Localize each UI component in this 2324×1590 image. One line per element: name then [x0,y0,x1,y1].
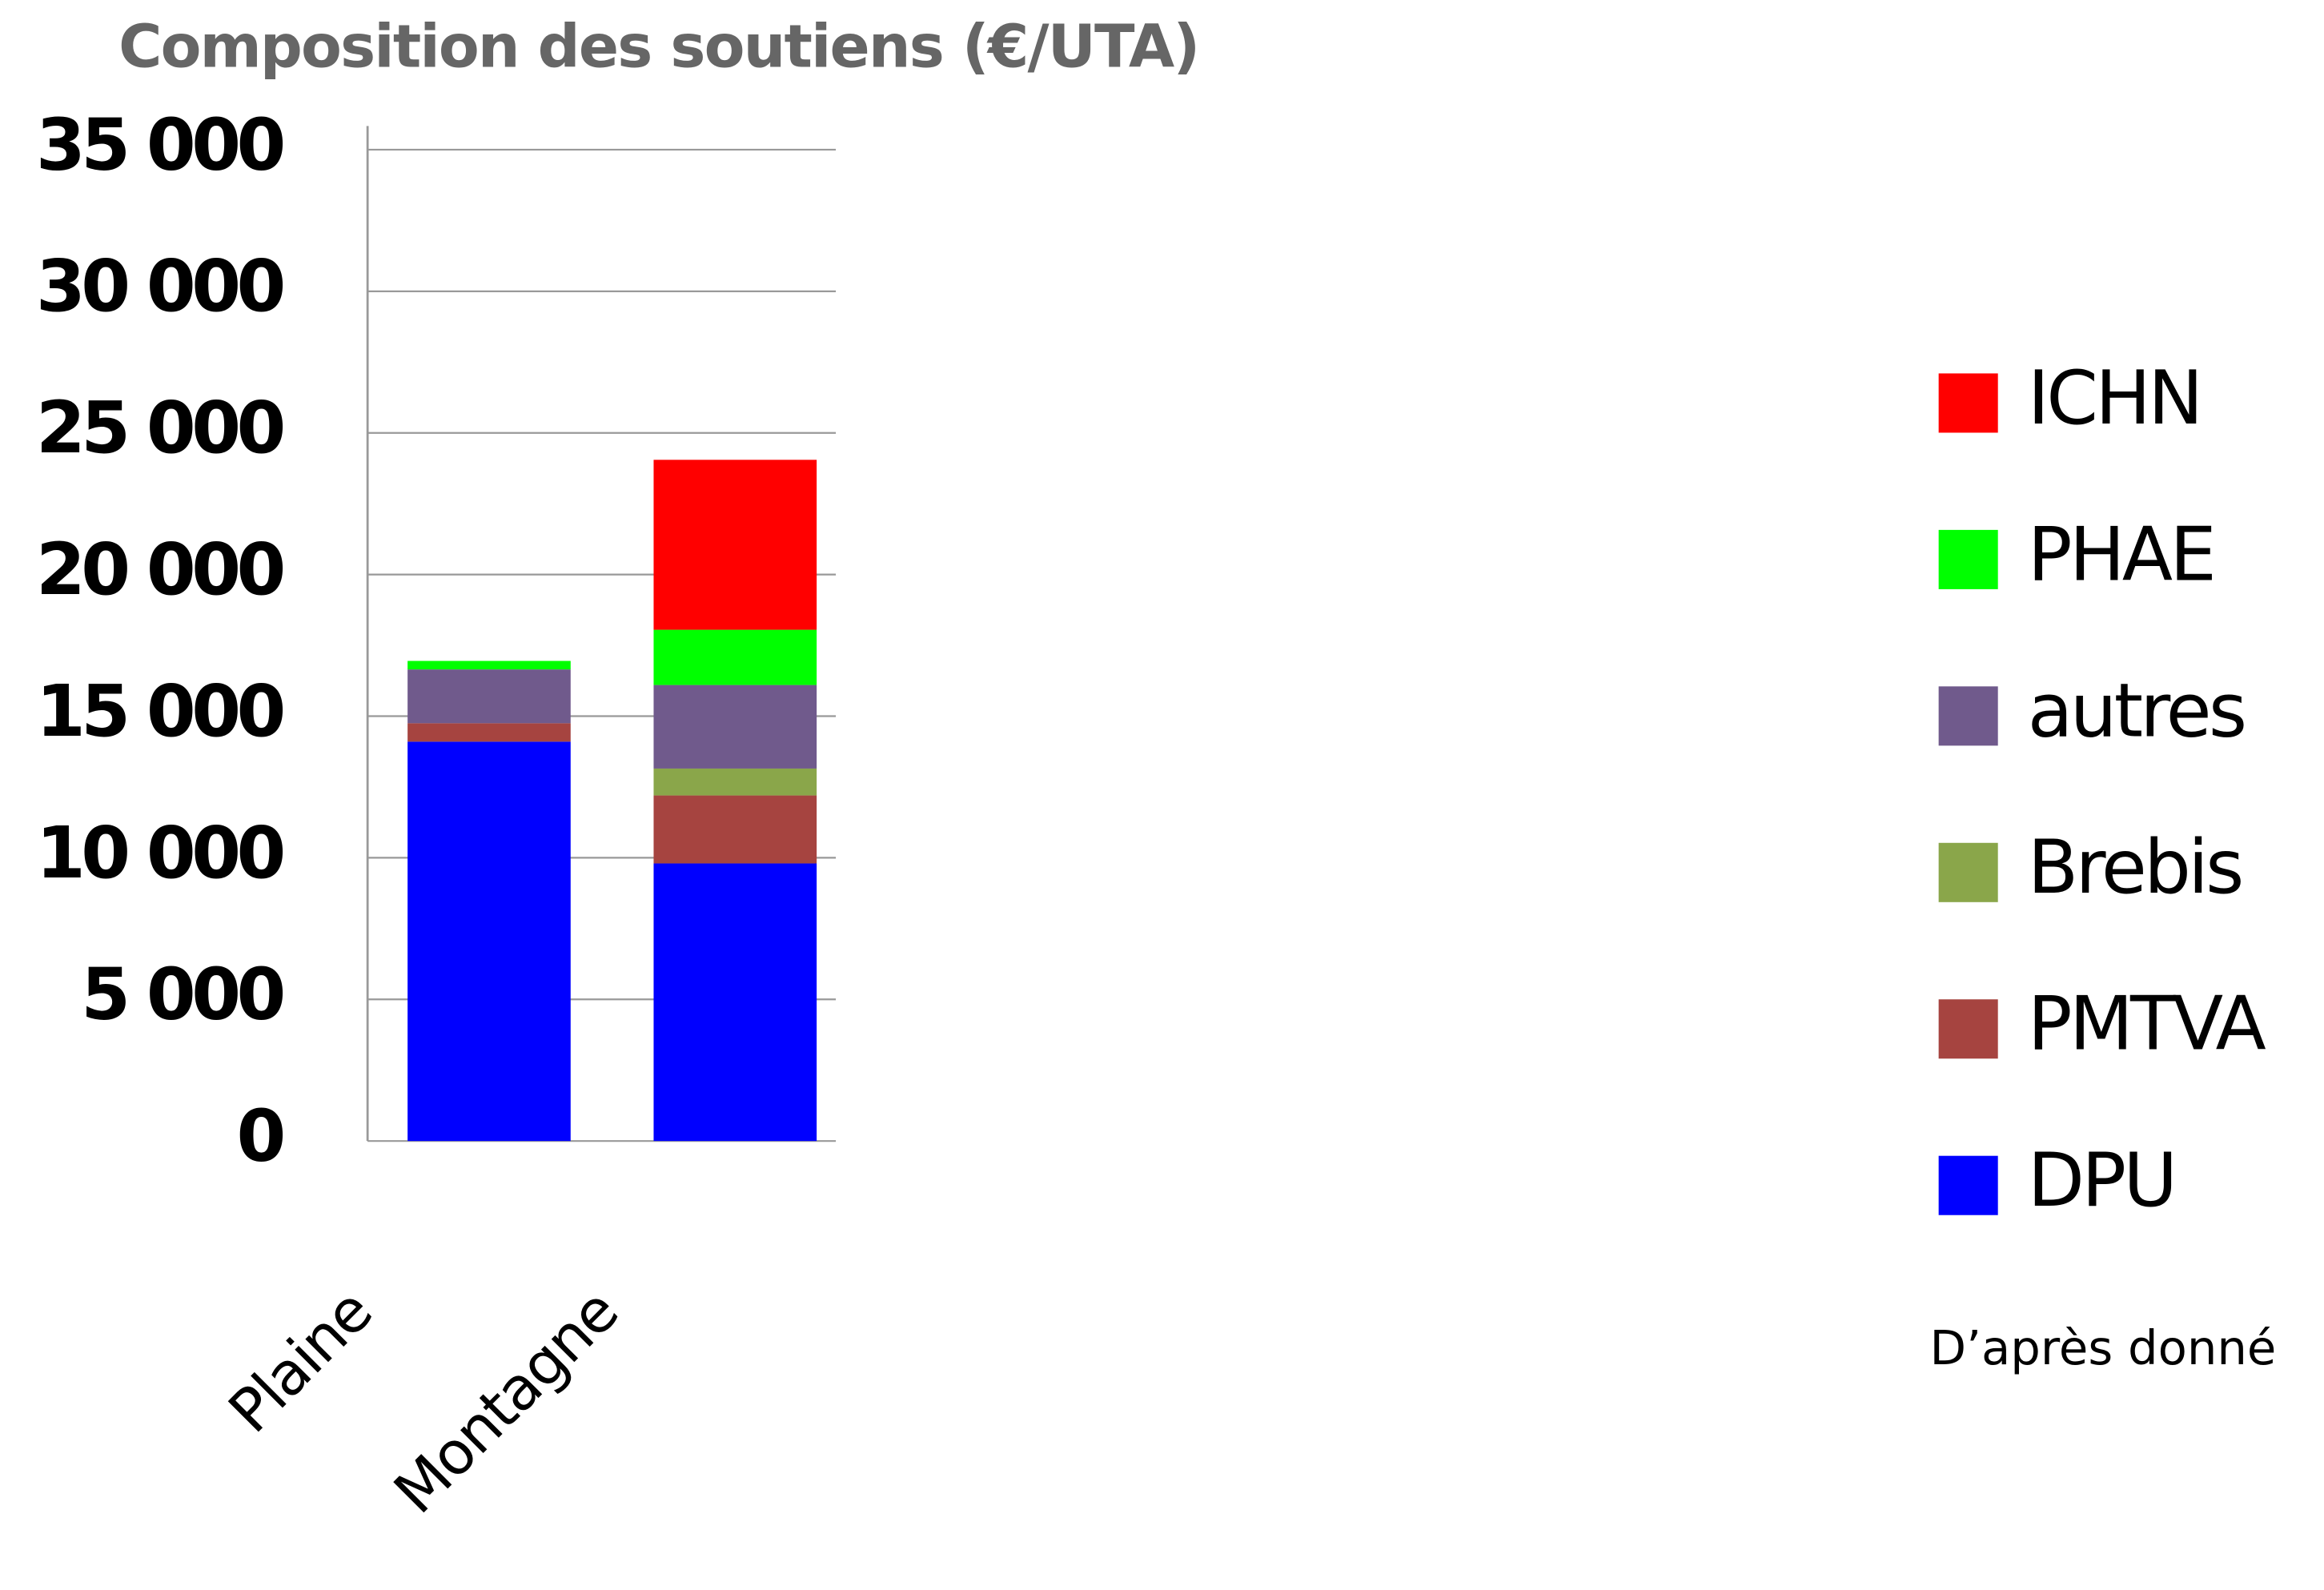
bar-segment [407,669,571,724]
legend-swatch [1938,842,1998,902]
y-tick-label: 0 [236,1095,283,1178]
legend-swatch [1938,999,1998,1059]
bar-segment [653,685,817,769]
legend-swatch [1938,373,1998,433]
chart-title: Composition des soutiens (€/UTA) [118,12,1198,81]
legend-label: PMTVA [2028,981,2266,1067]
y-tick-label: 15 000 [36,670,283,753]
legend-swatch [1938,1155,1998,1215]
y-tick-label: 35 000 [36,103,283,186]
bar-segment [653,629,817,685]
legend-swatch [1938,529,1998,589]
x-tick-label: Plaine [216,1277,385,1446]
bar-segment [653,795,817,864]
y-tick-label: 10 000 [36,812,283,894]
y-tick-label: 5 000 [81,954,283,1036]
bar-segment [653,460,817,630]
plot-area [367,148,837,1142]
bar-segment [407,741,571,1142]
y-tick-label: 20 000 [36,528,283,611]
bar-segment [653,863,817,1142]
bar-segment [407,723,571,742]
legend-label: PHAE [2028,511,2214,597]
bar-segment [653,768,817,796]
legend-label: DPU [2028,1137,2175,1223]
legend-label: autres [2028,668,2245,754]
bar-segment [407,660,571,670]
y-tick-label: 30 000 [36,245,283,327]
y-tick-label: 25 000 [36,387,283,469]
legend-swatch [1938,686,1998,746]
legend-label: ICHN [2028,355,2201,441]
legend-label: Brebis [2028,824,2242,910]
source-note: D’après donné [1930,1320,2277,1375]
x-tick-label: Montagne [381,1277,631,1527]
